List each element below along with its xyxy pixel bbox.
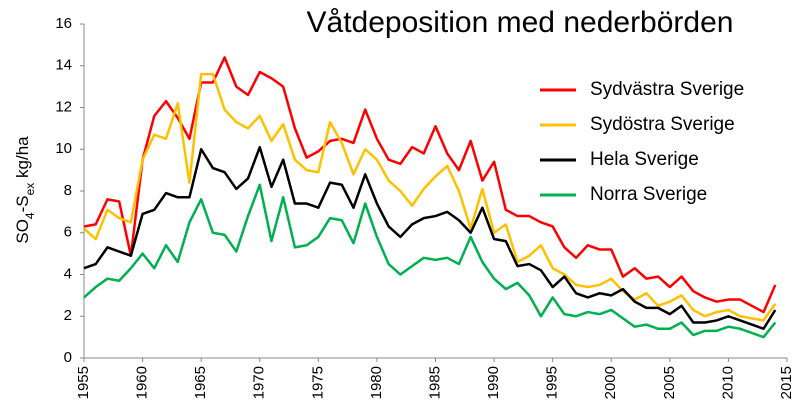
x-tick-label: 2005 [661, 366, 678, 399]
y-tick-label: 10 [55, 140, 72, 157]
series-line [83, 72, 777, 322]
legend-label: Sydöstra Sverige [590, 114, 735, 135]
legend-label: Hela Sverige [590, 149, 699, 170]
y-tick-label: 8 [64, 182, 72, 199]
x-tick-label: 1965 [192, 366, 209, 399]
legend-label: Norra Sverige [590, 184, 707, 205]
x-tick-label: 1975 [309, 366, 326, 399]
y-tick-label: 4 [64, 265, 72, 282]
chart-title: Våtdeposition med nederbörden [307, 6, 734, 39]
y-axis-label-part: SO [13, 219, 32, 244]
y-tick-label: 14 [55, 57, 72, 74]
y-tick-label: 2 [64, 307, 72, 324]
y-axis-label-part: kg/ha [13, 136, 32, 183]
y-axis-label-part: ex [23, 183, 37, 196]
series-line [83, 183, 777, 339]
x-tick-label: 2000 [602, 366, 619, 399]
y-axis-label-part: -S [13, 195, 32, 212]
legend-label: Sydvästra Sverige [590, 79, 744, 100]
x-tick-label: 1980 [368, 366, 385, 399]
x-tick-label: 1995 [544, 366, 561, 399]
x-tick-label: 2010 [719, 366, 736, 399]
x-tick-label: 1990 [485, 366, 502, 399]
y-tick-label: 6 [64, 224, 72, 241]
y-axis-label-part: 4 [23, 212, 37, 219]
x-tick-label: 1985 [426, 366, 443, 399]
y-tick-label: 16 [55, 15, 72, 32]
x-tick-label: 1970 [251, 366, 268, 399]
y-tick-label: 0 [64, 349, 72, 366]
y-tick-label: 12 [55, 98, 72, 115]
x-tick-label: 1955 [75, 366, 92, 399]
series-line [83, 145, 777, 331]
y-axis-label: SO4-Sex kg/ha [13, 136, 37, 244]
x-tick-label: 2015 [778, 366, 795, 399]
x-tick-label: 1960 [134, 366, 151, 399]
